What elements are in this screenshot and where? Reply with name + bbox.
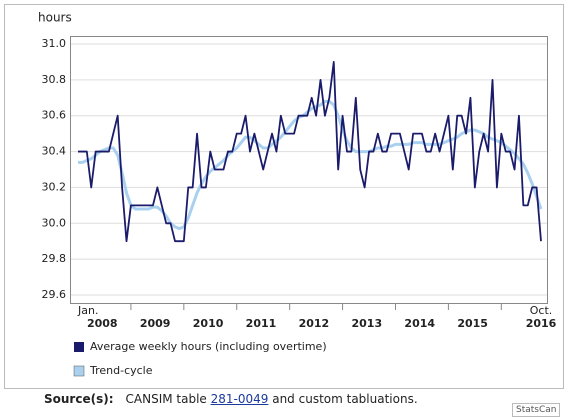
y-tick-label: 30.2 [42, 180, 67, 193]
brand: StatsCan [512, 403, 561, 417]
y-tick-label: 30.6 [42, 109, 67, 122]
x-tick-label: 2015 [457, 317, 488, 330]
source-link[interactable]: 281-0049 [210, 392, 269, 406]
source-label: Source(s): [44, 392, 114, 406]
y-axis-label: hours [38, 11, 72, 25]
x-tick-label: 2012 [299, 317, 330, 330]
line-series [78, 61, 542, 243]
y-tick-label: 29.6 [42, 288, 67, 301]
legend-swatch [73, 365, 85, 377]
legend-label: Trend-cycle [89, 364, 153, 377]
plot-frame [70, 36, 548, 304]
x-tick-label: 2010 [193, 317, 224, 330]
legend-swatch [74, 342, 84, 352]
x-tick-label: 2008 [87, 317, 118, 330]
x-start-label: Jan. [77, 304, 98, 317]
source: Source(s): CANSIM table 281-0049 and cust… [44, 392, 418, 406]
legend-label: Average weekly hours (including overtime… [90, 340, 327, 353]
x-tick-label: 2013 [352, 317, 383, 330]
y-tick-label: 30.4 [42, 145, 67, 158]
x-end-label: Oct. [530, 304, 553, 317]
y-tick-label: 30.0 [42, 216, 67, 229]
y-tick-label: 30.8 [42, 73, 67, 86]
x-tick-label: 2014 [404, 317, 435, 330]
source-text: and custom tabluations. [268, 392, 418, 406]
source-text: CANSIM table [125, 392, 211, 406]
y-tick-label: 29.8 [42, 252, 67, 265]
x-tick-label: 2016 [526, 317, 557, 330]
y-tick-label: 31.0 [42, 37, 67, 50]
x-tick-label: 2009 [140, 317, 171, 330]
x-tick-label: 2011 [246, 317, 277, 330]
chart-frame [4, 4, 564, 389]
